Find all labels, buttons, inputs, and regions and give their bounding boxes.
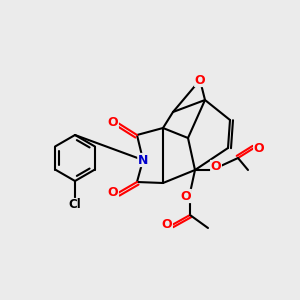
Text: O: O: [195, 74, 205, 86]
Text: O: O: [162, 218, 172, 232]
Text: N: N: [138, 154, 148, 166]
Text: O: O: [211, 160, 221, 173]
Text: O: O: [108, 187, 118, 200]
Text: Cl: Cl: [69, 199, 81, 212]
Text: O: O: [254, 142, 264, 154]
Text: O: O: [108, 116, 118, 130]
Text: O: O: [181, 190, 191, 202]
